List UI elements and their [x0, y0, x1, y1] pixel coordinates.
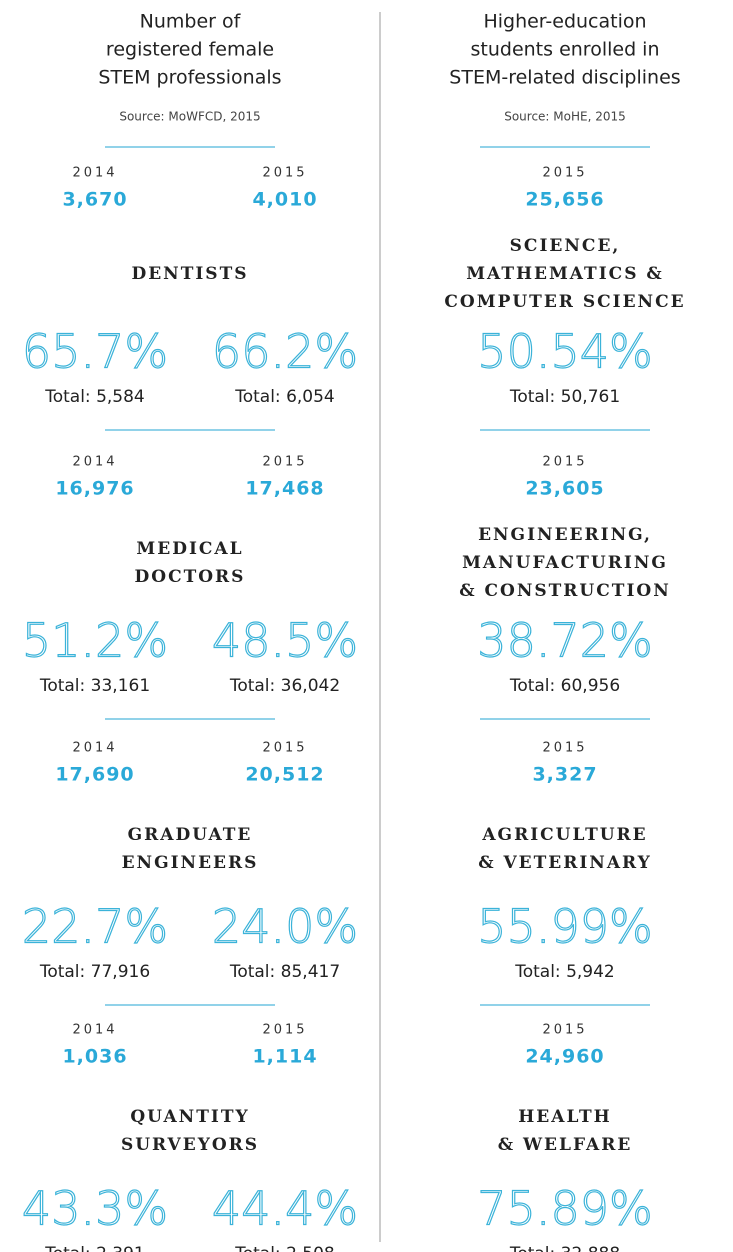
year: 2015: [542, 1023, 587, 1038]
total: Total: 85,417: [229, 962, 340, 982]
percent: 55.99%: [477, 900, 652, 954]
year: 2015: [262, 455, 307, 470]
column-title: Higher-education: [483, 11, 646, 33]
percent: 66.2%: [212, 325, 358, 379]
category: GRADUATE: [128, 825, 253, 845]
count: 1,114: [252, 1046, 317, 1068]
column-title: STEM professionals: [98, 67, 281, 89]
count: 24,960: [525, 1046, 604, 1068]
total: Total: 5,942: [514, 962, 615, 982]
category: QUANTITY: [130, 1107, 249, 1127]
year: 2014: [72, 166, 117, 181]
year: 2015: [542, 166, 587, 181]
year: 2014: [72, 1023, 117, 1038]
total: Total: 60,956: [509, 676, 620, 696]
percent: 44.4%: [212, 1182, 358, 1236]
count: 23,605: [525, 478, 604, 500]
count: 25,656: [525, 189, 604, 211]
percent: 43.3%: [22, 1182, 168, 1236]
count: 1,036: [62, 1046, 127, 1068]
total: Total: 32,888: [509, 1244, 620, 1252]
category: MANUFACTURING: [462, 553, 668, 573]
total: Total: 77,916: [39, 962, 150, 982]
count: 20,512: [245, 764, 324, 786]
year: 2015: [542, 741, 587, 756]
year: 2014: [72, 741, 117, 756]
category: SCIENCE,: [510, 236, 621, 256]
total: Total: 36,042: [229, 676, 340, 696]
count: 16,976: [55, 478, 134, 500]
year: 2015: [262, 1023, 307, 1038]
category: & VETERINARY: [478, 853, 652, 873]
total: Total: 33,161: [39, 676, 150, 696]
percent: 75.89%: [477, 1182, 652, 1236]
column-title: registered female: [106, 39, 274, 61]
source: Source: MoHE, 2015: [504, 110, 626, 124]
category: ENGINEERS: [122, 853, 259, 873]
category: & CONSTRUCTION: [459, 581, 671, 601]
category: ENGINEERING,: [478, 525, 652, 545]
count: 17,468: [245, 478, 324, 500]
column-title: Number of: [140, 11, 242, 33]
year: 2015: [542, 455, 587, 470]
category: MATHEMATICS &: [466, 264, 664, 284]
percent: 48.5%: [212, 614, 358, 668]
percent: 22.7%: [22, 900, 168, 954]
percent: 65.7%: [22, 325, 168, 379]
category: MEDICAL: [136, 539, 243, 559]
percent: 51.2%: [22, 614, 168, 668]
count: 4,010: [252, 189, 317, 211]
year: 2014: [72, 455, 117, 470]
category: DOCTORS: [135, 567, 246, 587]
category: AGRICULTURE: [481, 825, 647, 845]
count: 17,690: [55, 764, 134, 786]
percent: 38.72%: [477, 614, 652, 668]
total: Total: 6,054: [234, 387, 335, 407]
category: & WELFARE: [498, 1135, 633, 1155]
column-title: students enrolled in: [471, 39, 660, 61]
total: Total: 50,761: [509, 387, 620, 407]
year: 2015: [262, 166, 307, 181]
total: Total: 2,391: [44, 1244, 145, 1252]
percent: 24.0%: [212, 900, 358, 954]
total: Total: 5,584: [44, 387, 145, 407]
source: Source: MoWFCD, 2015: [119, 110, 260, 124]
percent: 50.54%: [477, 325, 652, 379]
category: SURVEYORS: [121, 1135, 259, 1155]
total: Total: 2,508: [234, 1244, 335, 1252]
category: DENTISTS: [131, 264, 248, 284]
count: 3,327: [532, 764, 597, 786]
category: COMPUTER SCIENCE: [444, 292, 685, 312]
category: HEALTH: [518, 1107, 612, 1127]
count: 3,670: [62, 189, 127, 211]
year: 2015: [262, 741, 307, 756]
column-title: STEM-related disciplines: [449, 67, 680, 89]
